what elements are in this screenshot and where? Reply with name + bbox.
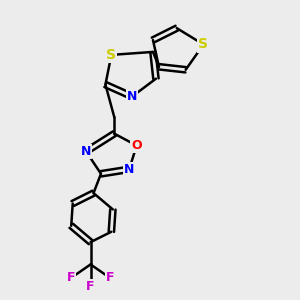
- Text: N: N: [127, 90, 137, 103]
- Text: F: F: [86, 280, 95, 293]
- Text: S: S: [106, 48, 116, 62]
- Text: F: F: [106, 271, 114, 284]
- Text: N: N: [81, 145, 91, 158]
- Text: S: S: [199, 38, 208, 52]
- Text: F: F: [67, 271, 76, 284]
- Text: N: N: [124, 163, 134, 176]
- Text: O: O: [131, 139, 142, 152]
